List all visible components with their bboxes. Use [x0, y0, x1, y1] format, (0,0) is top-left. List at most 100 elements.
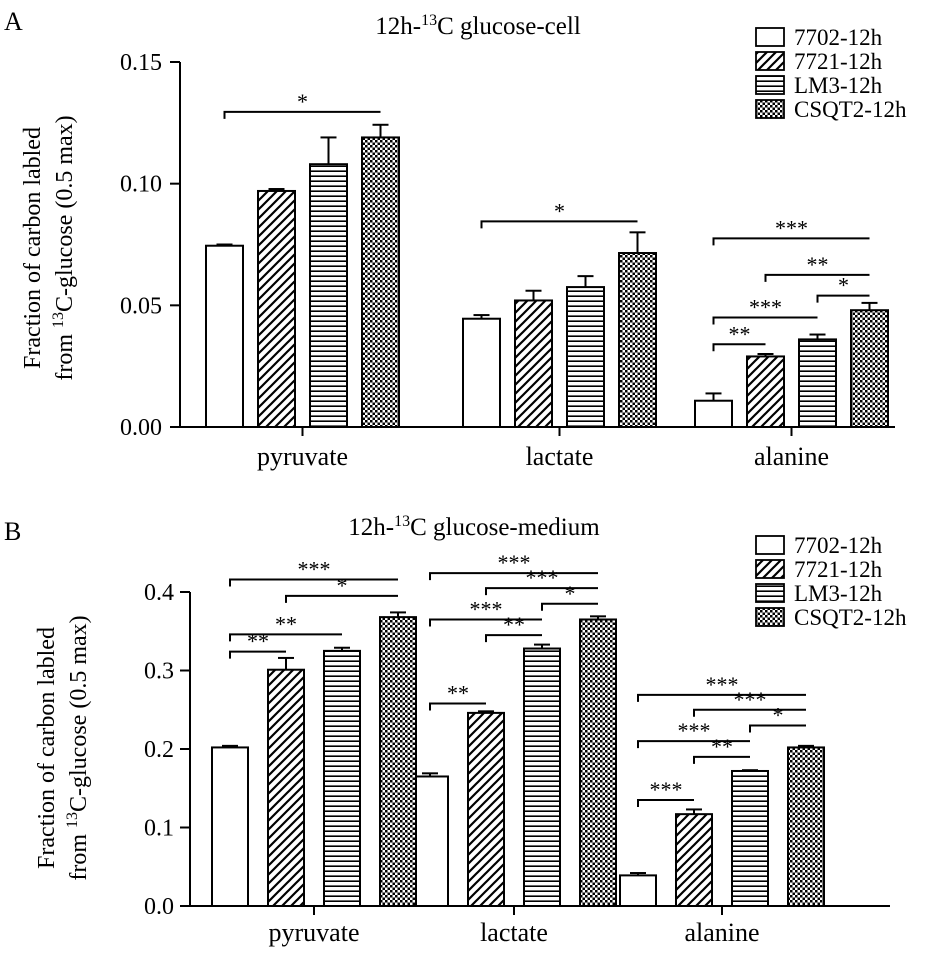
significance-label: **: [247, 629, 269, 654]
legend-swatch-7702-12h: [755, 535, 785, 555]
bar-CSQT2-12h-alanine: [787, 746, 825, 907]
significance-label: ***: [498, 550, 531, 575]
bar-LM3-12h-pyruvate: [323, 649, 361, 907]
bar-LM3-12h-pyruvate: [309, 163, 348, 428]
significance-label: ***: [775, 215, 808, 240]
y-tick-label: 0.10: [120, 172, 162, 198]
significance-bracket: [229, 650, 286, 659]
y-tick-label: 0.4: [144, 580, 174, 606]
legend-swatch-7721-12h: [755, 51, 785, 71]
significance-label: *: [297, 89, 308, 114]
significance-bracket: [285, 594, 398, 603]
y-tick-label: 0.2: [144, 737, 174, 763]
bar-7702-12h-alanine: [619, 874, 657, 908]
significance-label: *: [554, 198, 565, 223]
legend-label-7721-12h: 7721-12h: [794, 557, 883, 582]
significance-label: ***: [749, 295, 782, 320]
bar-LM3-12h-lactate: [566, 286, 605, 429]
significance-bracket: [712, 316, 818, 325]
panel-b-title: 12h-13C glucose-medium: [348, 513, 600, 541]
significance-label: ***: [650, 777, 683, 802]
significance-label: ***: [734, 687, 767, 712]
panel-b-title-superscript: 13: [394, 513, 410, 530]
significance-bracket: [637, 799, 694, 808]
significance-label: **: [447, 680, 469, 705]
bar-7702-12h-pyruvate: [211, 746, 249, 907]
x-category-label-alanine: alanine: [754, 442, 829, 471]
bar-CSQT2-12h-alanine: [850, 309, 889, 429]
panel-b-letter: B: [4, 517, 21, 546]
legend-swatch-CSQT2-12h: [755, 607, 785, 627]
significance-label: ***: [470, 596, 503, 621]
significance-bracket: [749, 724, 806, 733]
bar-7721-12h-pyruvate: [267, 668, 305, 908]
x-category-label-lactate: lactate: [480, 918, 548, 947]
bar-7702-12h-pyruvate: [205, 244, 244, 428]
y-tick-label: 0.05: [120, 293, 162, 319]
y-tick-label: 0.1: [144, 816, 174, 842]
significance-label: ***: [526, 565, 559, 590]
panel-a: A 12h-13C glucose-cell Fraction of carbo…: [4, 7, 907, 471]
significance-label: ***: [678, 718, 711, 743]
significance-bracket: [429, 618, 542, 627]
legend-label-LM3-12h: LM3-12h: [794, 581, 883, 606]
bar-7721-12h-lactate: [514, 299, 553, 429]
panel-b-bars: [211, 611, 825, 908]
significance-bracket: [693, 708, 806, 717]
legend-label-7702-12h: 7702-12h: [794, 25, 883, 50]
panel-a-significance: *************: [223, 89, 870, 352]
bar-LM3-12h-lactate: [523, 647, 561, 908]
significance-bracket: [712, 237, 870, 246]
bar-7721-12h-lactate: [467, 711, 505, 908]
bar-7721-12h-pyruvate: [257, 189, 296, 428]
panel-b-y-axis-label: Fraction of carbon labled: [34, 627, 60, 869]
legend-swatch-CSQT2-12h: [755, 99, 785, 119]
significance-bracket: [429, 702, 486, 711]
significance-bracket: [229, 578, 398, 587]
bar-LM3-12h-alanine: [731, 769, 769, 907]
significance-label: **: [711, 734, 733, 759]
y-tick-label: 0.15: [120, 50, 162, 76]
x-category-label-lactate: lactate: [526, 442, 594, 471]
legend-swatch-7702-12h: [755, 27, 785, 47]
y-tick-label: 0.3: [144, 659, 174, 685]
significance-bracket: [485, 634, 542, 643]
legend-swatch-LM3-12h: [755, 75, 785, 95]
significance-bracket: [693, 755, 750, 764]
significance-label: *: [565, 581, 576, 606]
significance-bracket: [223, 110, 381, 119]
significance-label: *: [838, 273, 849, 298]
bar-7702-12h-alanine: [694, 399, 733, 429]
panel-b-axes: 0.0 0.1 0.2 0.3 0.4 pyruvate lactate alanine: [144, 580, 890, 947]
legend-label-CSQT2-12h: CSQT2-12h: [794, 605, 907, 630]
significance-bracket: [229, 633, 342, 642]
significance-bracket: [712, 343, 766, 352]
legend-label-7702-12h: 7702-12h: [794, 533, 883, 558]
panel-b-significance: ********************** ***************: [229, 550, 806, 808]
bar-7721-12h-alanine: [746, 355, 785, 428]
significance-bracket: [637, 740, 750, 749]
panel-a-bars: [205, 123, 889, 429]
panel-b: B 12h-13C glucose-medium Fraction of car…: [4, 513, 907, 947]
bar-LM3-12h-alanine: [798, 338, 837, 428]
significance-label: *: [337, 573, 348, 598]
significance-bracket: [429, 572, 598, 581]
y-tick-label: 0.0: [144, 894, 174, 920]
significance-bracket: [541, 602, 598, 611]
significance-label: **: [503, 612, 525, 637]
significance-label: **: [275, 611, 297, 636]
bar-7721-12h-alanine: [675, 813, 713, 908]
panel-b-y-axis-label-line2: from 13C-glucose (0.5 max): [64, 615, 92, 880]
significance-label: ***: [298, 556, 331, 581]
panel-a-title: 12h-13C glucose-cell: [375, 12, 581, 40]
legend-label-7721-12h: 7721-12h: [794, 49, 883, 74]
bar-CSQT2-12h-lactate: [579, 618, 617, 907]
significance-label: **: [729, 321, 751, 346]
panel-a-axes: 0.00 0.05 0.10 0.15 pyruvate lactate alanine: [120, 50, 895, 471]
x-category-label-pyruvate: pyruvate: [257, 442, 348, 471]
significance-label: ***: [706, 672, 739, 697]
bar-7702-12h-lactate: [462, 317, 501, 429]
significance-label: **: [807, 252, 829, 277]
